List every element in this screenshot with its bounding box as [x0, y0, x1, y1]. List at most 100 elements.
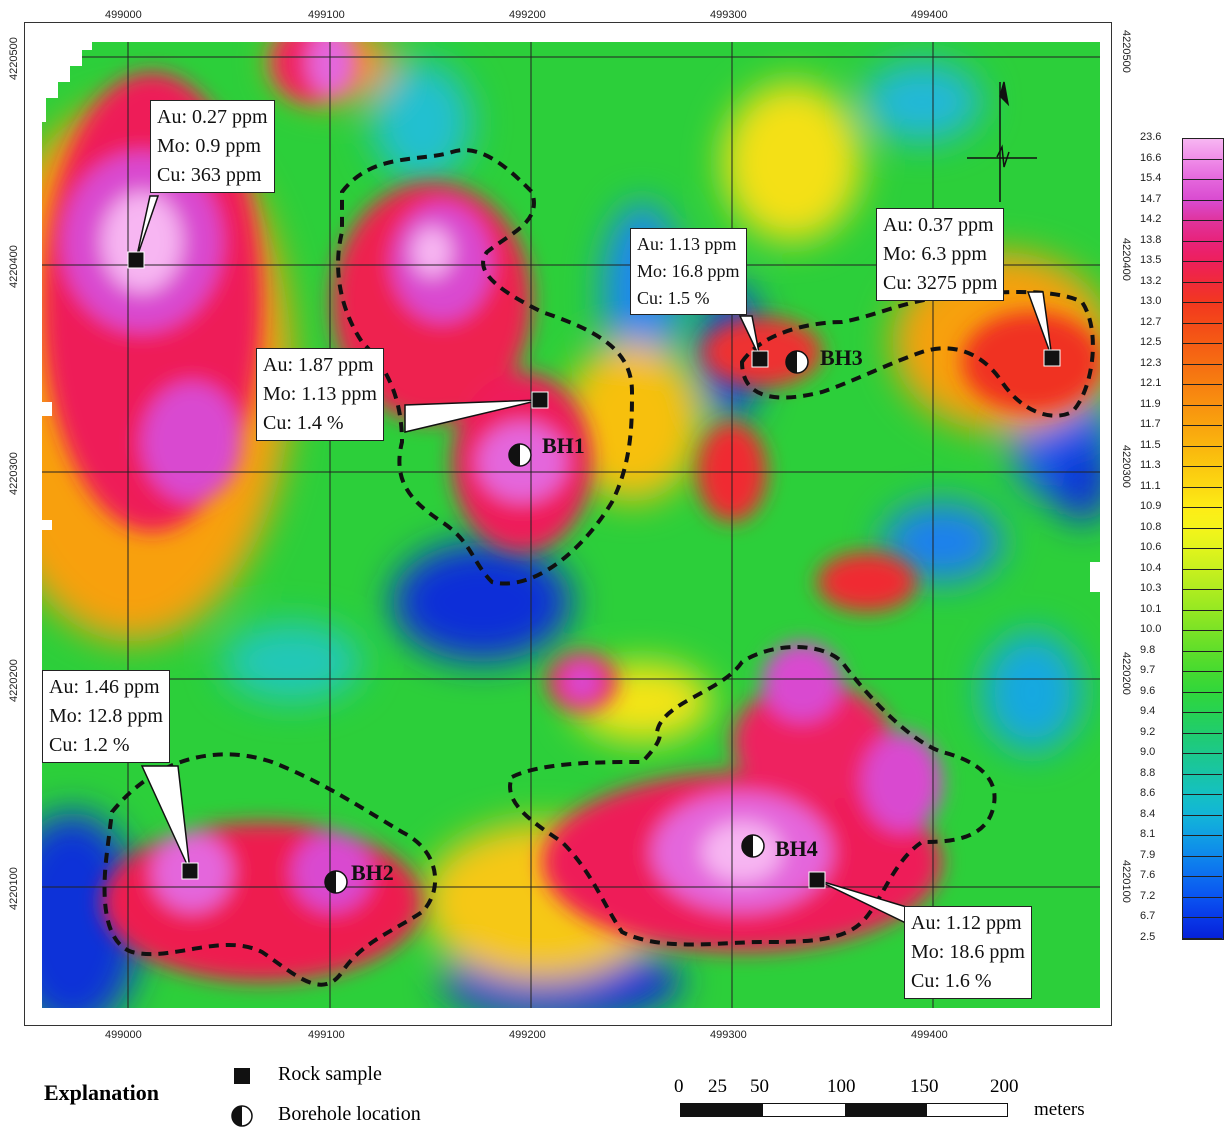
color-scale-label: 9.6 — [1140, 684, 1156, 697]
x-tick-bottom: 499400 — [911, 1029, 948, 1041]
scale-tick: 0 — [674, 1076, 684, 1097]
cu-value: Cu: 1.6 % — [911, 970, 992, 992]
color-scale-label: 9.7 — [1140, 664, 1156, 677]
color-scale-label: 11.5 — [1140, 438, 1161, 451]
borehole-legend-label: Borehole location — [278, 1103, 421, 1125]
color-scale-label: 14.2 — [1140, 213, 1162, 226]
y-tick-left: 4220500 — [8, 37, 20, 80]
color-scale-label: 9.8 — [1140, 643, 1156, 656]
color-scale-tick — [1182, 691, 1222, 693]
color-scale-tick — [1182, 917, 1222, 919]
au-value: Au: 1.46 ppm — [49, 676, 160, 698]
y-tick-left: 4220300 — [8, 452, 20, 495]
au-value: Au: 1.13 ppm — [637, 234, 737, 254]
color-scale-label: 10.4 — [1140, 561, 1162, 574]
color-scale-tick — [1182, 609, 1222, 611]
mo-value: Mo: 18.6 ppm — [911, 941, 1025, 963]
sample-callout-6: Au: 1.12 ppm Mo: 18.6 ppm Cu: 1.6 % — [904, 906, 1032, 999]
color-scale-label: 7.2 — [1140, 889, 1156, 902]
color-scale-tick — [1182, 650, 1222, 652]
color-scale-label: 12.7 — [1140, 315, 1162, 328]
color-scale-tick — [1182, 630, 1222, 632]
north-arrow — [967, 81, 1037, 202]
color-scale-label: 8.1 — [1140, 828, 1156, 841]
au-value: Au: 1.87 ppm — [263, 354, 374, 376]
y-tick-right: 4220200 — [1120, 652, 1132, 695]
color-scale-label: 15.4 — [1140, 172, 1162, 185]
color-scale-label: 7.6 — [1140, 869, 1156, 882]
color-scale-tick — [1182, 855, 1222, 857]
color-scale-label: 10.6 — [1140, 541, 1162, 554]
color-scale-tick — [1182, 814, 1222, 816]
y-tick-right: 4220400 — [1120, 238, 1132, 281]
color-scale-label: 2.5 — [1140, 931, 1156, 943]
color-scale-label: 11.7 — [1140, 418, 1161, 431]
y-tick-right: 4220500 — [1120, 30, 1132, 73]
color-scale-tick — [1182, 158, 1222, 160]
color-scale-label: 12.5 — [1140, 336, 1162, 349]
x-tick-top: 499000 — [105, 9, 142, 21]
outline-bh4-zone — [508, 645, 997, 947]
scale-tick: 200 — [990, 1076, 1019, 1097]
cu-value: Cu: 363 ppm — [157, 164, 262, 186]
outline-bh2-zone — [102, 752, 437, 987]
sample-callout-2: Au: 1.87 ppm Mo: 1.13 ppm Cu: 1.4 % — [256, 348, 384, 441]
color-scale-label: 23.6 — [1140, 131, 1162, 143]
rock-sample-icon — [234, 1068, 250, 1084]
color-scale-tick — [1182, 363, 1222, 365]
y-tick-right: 4220100 — [1120, 860, 1132, 903]
borehole-icon — [231, 1105, 253, 1127]
color-scale-tick — [1182, 732, 1222, 734]
cu-value: Cu: 1.2 % — [49, 734, 130, 756]
color-scale-tick — [1182, 486, 1222, 488]
color-scale-tick — [1182, 712, 1222, 714]
color-scale-tick — [1182, 938, 1222, 939]
color-scale-tick — [1182, 753, 1222, 755]
color-scale-tick — [1182, 876, 1222, 878]
sample-callout-5: Au: 1.46 ppm Mo: 12.8 ppm Cu: 1.2 % — [42, 670, 170, 763]
color-scale-label: 10.0 — [1140, 623, 1162, 636]
y-tick-right: 4220300 — [1120, 445, 1132, 488]
outline-bh3-zone — [739, 290, 1095, 418]
color-scale-tick — [1182, 261, 1222, 263]
cu-value: Cu: 1.5 % — [637, 288, 710, 308]
scale-tick: 50 — [750, 1076, 769, 1097]
map-edge-gaps — [42, 42, 1100, 592]
color-scale-tick — [1182, 445, 1222, 447]
mo-value: Mo: 12.8 ppm — [49, 705, 163, 727]
color-scale-label: 11.3 — [1140, 459, 1161, 472]
sample-callout-1: Au: 0.27 ppm Mo: 0.9 ppm Cu: 363 ppm — [150, 100, 275, 193]
scale-unit: meters — [1034, 1099, 1085, 1120]
color-scale-tick — [1182, 343, 1222, 345]
color-scale-tick — [1182, 302, 1222, 304]
explanation-title: Explanation — [44, 1080, 159, 1105]
scale-bar — [680, 1103, 1008, 1117]
color-scale-tick — [1182, 384, 1222, 386]
x-tick-bottom: 499000 — [105, 1029, 142, 1041]
color-scale-label: 14.7 — [1140, 192, 1162, 205]
color-scale-label: 12.1 — [1140, 377, 1162, 390]
scale-tick: 100 — [827, 1076, 856, 1097]
color-scale-tick — [1182, 773, 1222, 775]
color-scale-label: 13.8 — [1140, 233, 1162, 246]
anomaly-outlines — [102, 148, 1095, 987]
color-scale-label: 13.2 — [1140, 274, 1162, 287]
color-scale-tick — [1182, 220, 1222, 222]
color-scale-tick — [1182, 589, 1222, 591]
color-scale-tick — [1182, 835, 1222, 837]
x-tick-top: 499300 — [710, 9, 747, 21]
scale-tick: 25 — [708, 1076, 727, 1097]
color-scale-label: 12.3 — [1140, 356, 1162, 369]
sample-callout-3: Au: 1.13 ppm Mo: 16.8 ppm Cu: 1.5 % — [630, 228, 747, 315]
mo-value: Mo: 0.9 ppm — [157, 135, 261, 157]
color-scale-bar — [1182, 138, 1224, 940]
color-scale-label: 16.6 — [1140, 151, 1162, 164]
mo-value: Mo: 16.8 ppm — [637, 261, 740, 281]
y-tick-left: 4220100 — [8, 867, 20, 910]
sample-callout-4: Au: 0.37 ppm Mo: 6.3 ppm Cu: 3275 ppm — [876, 208, 1005, 301]
x-tick-top: 499200 — [509, 9, 546, 21]
color-scale-tick — [1182, 425, 1222, 427]
color-scale-tick — [1182, 548, 1222, 550]
color-scale-label: 11.1 — [1140, 479, 1161, 492]
color-scale-label: 10.8 — [1140, 520, 1162, 533]
